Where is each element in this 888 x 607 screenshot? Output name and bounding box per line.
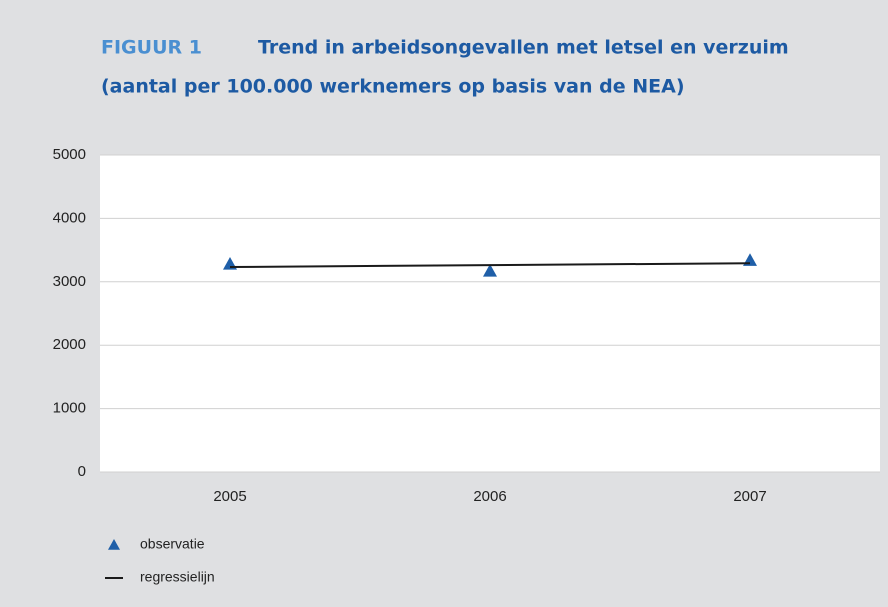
figure-label: FIGUUR 1 <box>101 37 202 59</box>
plot-area <box>100 155 880 472</box>
regression-line <box>229 262 751 269</box>
legend-label: regressielijn <box>140 569 215 585</box>
y-tick-label: 3000 <box>53 273 86 290</box>
x-tick-label: 2007 <box>733 488 766 505</box>
legend-marker <box>108 539 120 550</box>
y-tick-label: 1000 <box>53 400 86 417</box>
legend-label: observatie <box>140 536 205 552</box>
y-tick-label: 0 <box>78 463 86 480</box>
y-tick-label: 5000 <box>53 146 86 163</box>
x-tick-label: 2005 <box>213 488 246 505</box>
marker <box>483 264 497 277</box>
x-tick-label: 2006 <box>473 488 506 505</box>
y-tick-label: 2000 <box>53 336 86 353</box>
chart-title: Trend in arbeidsongevallen met letsel en… <box>258 37 789 59</box>
y-tick-label: 4000 <box>53 209 86 226</box>
chart-title: (aantal per 100.000 werknemers op basis … <box>101 76 685 98</box>
